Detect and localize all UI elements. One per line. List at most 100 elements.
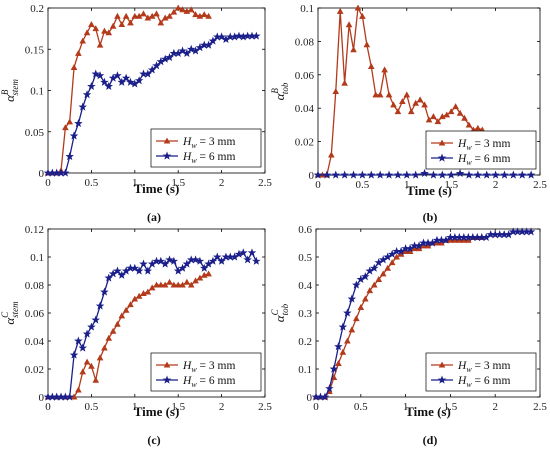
data-point bbox=[65, 392, 74, 401]
data-point bbox=[160, 259, 170, 268]
data-point bbox=[344, 337, 351, 344]
data-point bbox=[474, 124, 482, 131]
data-point bbox=[430, 113, 437, 120]
data-point bbox=[239, 248, 248, 257]
data-point bbox=[118, 312, 126, 319]
data-point bbox=[465, 121, 473, 128]
y-tick-label: 0.05 bbox=[25, 127, 45, 139]
data-point bbox=[179, 6, 186, 13]
data-point bbox=[340, 170, 349, 179]
legend-box bbox=[425, 130, 537, 170]
data-point bbox=[199, 263, 209, 272]
data-point bbox=[217, 32, 226, 41]
data-point bbox=[75, 386, 82, 393]
data-point bbox=[384, 170, 394, 179]
data-point bbox=[353, 315, 360, 322]
data-point bbox=[361, 272, 370, 281]
y-tick-label: 0.06 bbox=[25, 308, 45, 320]
y-tick-label: 0.04 bbox=[25, 336, 45, 348]
data-point bbox=[416, 96, 424, 103]
data-point bbox=[369, 263, 379, 272]
legend-label: Hw = 3 mm bbox=[457, 360, 510, 374]
data-point bbox=[127, 19, 134, 26]
y-tick-label: 0.3 bbox=[298, 308, 312, 320]
data-point bbox=[375, 170, 385, 179]
data-point bbox=[122, 306, 130, 313]
data-point bbox=[350, 46, 357, 53]
data-point bbox=[88, 362, 95, 369]
data-point bbox=[122, 12, 130, 19]
y-tick-label: 0.12 bbox=[25, 224, 44, 236]
data-point bbox=[69, 131, 79, 140]
data-point bbox=[114, 320, 121, 327]
data-point bbox=[217, 256, 226, 265]
data-point bbox=[104, 273, 114, 282]
data-point bbox=[101, 344, 108, 351]
data-point bbox=[464, 170, 474, 179]
data-point bbox=[165, 255, 174, 264]
data-point bbox=[438, 170, 447, 179]
data-point bbox=[105, 29, 113, 36]
data-point bbox=[121, 73, 131, 82]
x-tick-label: 2.5 bbox=[258, 401, 272, 413]
data-point bbox=[178, 263, 187, 272]
data-point bbox=[332, 88, 340, 95]
legend-label: Hw = 6 mm bbox=[182, 151, 235, 165]
data-point bbox=[349, 170, 358, 179]
legend-marker bbox=[162, 151, 172, 160]
data-point bbox=[372, 91, 380, 98]
data-point bbox=[425, 116, 433, 123]
y-tick-label: 0.02 bbox=[25, 364, 44, 376]
x-tick-label: 1.5 bbox=[171, 401, 185, 413]
y-tick-label: 0.08 bbox=[25, 280, 45, 292]
y-tick-label: 0.2 bbox=[298, 336, 312, 348]
x-tick-label: 1.5 bbox=[171, 177, 185, 189]
data-point bbox=[92, 376, 100, 383]
x-tick-label: 2 bbox=[219, 401, 225, 413]
series-1 bbox=[44, 270, 212, 400]
data-point bbox=[379, 270, 387, 277]
data-point bbox=[183, 278, 191, 285]
data-point bbox=[91, 69, 100, 78]
data-point bbox=[144, 14, 152, 21]
data-point bbox=[325, 384, 334, 393]
data-point bbox=[70, 63, 78, 70]
y-tick-label: 0.1 bbox=[30, 252, 44, 264]
data-point bbox=[399, 98, 406, 105]
data-point bbox=[87, 322, 96, 331]
data-point bbox=[161, 14, 169, 21]
data-point bbox=[69, 350, 79, 359]
data-point bbox=[192, 11, 199, 18]
data-point bbox=[126, 77, 135, 86]
data-point bbox=[526, 227, 536, 236]
data-point bbox=[113, 71, 122, 80]
panel-label: (c) bbox=[147, 433, 160, 447]
y-tick-label: 0.04 bbox=[295, 103, 315, 115]
y-tick-label: 0.2 bbox=[30, 3, 44, 15]
data-point bbox=[363, 41, 371, 48]
data-point bbox=[100, 77, 109, 86]
data-point bbox=[338, 322, 348, 331]
data-point bbox=[352, 280, 361, 289]
data-point bbox=[200, 11, 208, 18]
data-point bbox=[358, 170, 367, 179]
y-tick-label: 0.1 bbox=[298, 364, 312, 376]
legend-label: Hw = 3 mm bbox=[457, 138, 510, 152]
data-point bbox=[334, 342, 343, 351]
data-point bbox=[127, 301, 134, 308]
legend-marker bbox=[438, 361, 446, 368]
data-point bbox=[429, 170, 438, 179]
x-tick-label: 0.5 bbox=[85, 177, 99, 189]
legend-marker bbox=[437, 375, 447, 384]
data-point bbox=[370, 281, 378, 288]
x-tick-label: 0 bbox=[313, 401, 319, 413]
x-tick-label: 2 bbox=[492, 401, 498, 413]
data-point bbox=[113, 266, 122, 275]
data-point bbox=[109, 22, 117, 29]
x-tick-label: 2.5 bbox=[533, 401, 547, 413]
x-tick-label: 2 bbox=[493, 179, 499, 191]
data-point bbox=[205, 12, 212, 19]
data-point bbox=[143, 266, 153, 275]
data-point bbox=[130, 263, 140, 272]
